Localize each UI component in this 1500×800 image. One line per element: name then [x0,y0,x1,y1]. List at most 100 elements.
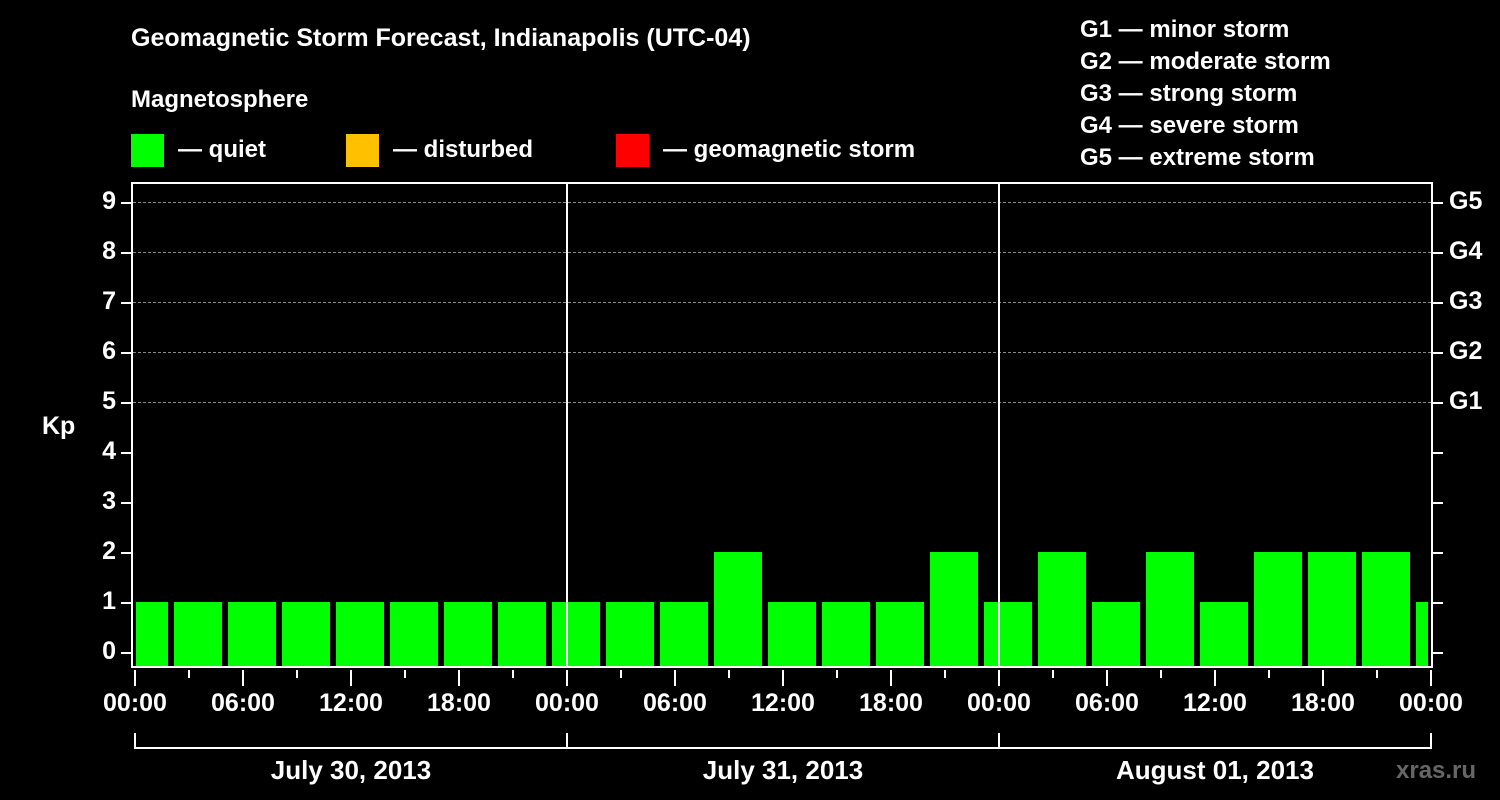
y-tick-label: 3 [102,487,116,515]
day-separator [998,182,1000,668]
x-tick [350,670,352,686]
legend-disturbed-label: — disturbed [393,136,534,163]
legend-quiet: — quiet [131,133,266,167]
y-tick-right [1433,602,1443,604]
y-axis-label: Kp [42,412,76,440]
quiet-swatch-icon [131,133,164,167]
y-tick [121,302,131,304]
x-tick [1106,670,1108,686]
kp-bar [174,602,222,667]
g-scale-g5: G5 — extreme storm [1080,144,1315,171]
x-tick [998,670,1000,686]
date-tick [134,733,136,749]
x-tick-label: 12:00 [1183,689,1247,717]
kp-bar [822,602,870,667]
x-tick [242,670,244,686]
kp-bar [606,602,654,667]
kp-bar [1362,552,1410,667]
x-tick [566,670,568,686]
disturbed-swatch-icon [346,133,379,167]
y-tick [121,552,131,554]
y-tick-label: 5 [102,387,116,415]
kp-bar [282,602,330,667]
kp-bar [1092,602,1140,667]
grid-line [133,252,1431,253]
x-tick-label: 06:00 [1075,689,1139,717]
g-scale-g2: G2 — moderate storm [1080,48,1331,75]
x-tick [404,670,406,678]
grid-line [133,202,1431,203]
x-tick-label: 18:00 [1291,689,1355,717]
y-tick [121,202,131,204]
y-tick [121,352,131,354]
x-tick [782,670,784,686]
y-tick-right [1433,502,1443,504]
g-tick-label: G1 [1449,387,1483,415]
kp-bar [876,602,924,667]
kp-bar [444,602,492,667]
y-tick-right [1433,352,1443,354]
g-scale-g4: G4 — severe storm [1080,112,1299,139]
y-tick [121,452,131,454]
x-tick [1268,670,1270,678]
x-tick [890,670,892,686]
x-tick-label: 18:00 [859,689,923,717]
x-tick-label: 00:00 [967,689,1031,717]
kp-bar [136,602,168,667]
g-scale-g1: G1 — minor storm [1080,16,1290,43]
x-tick [944,670,946,678]
g-scale-legend: G1 — minor storm G2 — moderate storm G3 … [1080,14,1331,174]
x-tick-label: 06:00 [211,689,275,717]
chart-subtitle: Magnetosphere [131,86,309,113]
grid-line [133,302,1431,303]
y-tick [121,652,131,654]
y-tick-label: 7 [102,287,116,315]
legend-quiet-label: — quiet [178,136,266,163]
x-tick-label: 18:00 [427,689,491,717]
kp-bar [228,602,276,667]
kp-bar [552,602,600,667]
y-tick-label: 6 [102,337,116,365]
x-tick [836,670,838,678]
legend-storm: — geomagnetic storm [616,133,915,167]
x-tick [512,670,514,678]
kp-bar [1416,602,1428,667]
legend-disturbed: — disturbed [346,133,533,167]
x-tick [1052,670,1054,678]
y-tick-right [1433,552,1443,554]
kp-bar [390,602,438,667]
x-tick [458,670,460,686]
y-tick-right [1433,402,1443,404]
chart-title: Geomagnetic Storm Forecast, Indianapolis… [131,24,751,52]
kp-bar [1200,602,1248,667]
y-tick-label: 9 [102,187,116,215]
date-tick [566,733,568,749]
date-bracket [134,747,1432,749]
x-tick [1376,670,1378,678]
kp-bar [660,602,708,667]
date-tick [1430,733,1432,749]
x-tick [1160,670,1162,678]
x-tick [620,670,622,678]
y-tick [121,252,131,254]
y-tick-label: 8 [102,237,116,265]
g-tick-label: G2 [1449,337,1483,365]
kp-bar [1308,552,1356,667]
x-tick [1322,670,1324,686]
date-label: August 01, 2013 [1116,755,1314,785]
day-separator [566,182,568,668]
x-tick [134,670,136,686]
date-tick [998,733,1000,749]
g-scale-g3: G3 — strong storm [1080,80,1298,107]
x-tick [674,670,676,686]
x-tick [296,670,298,678]
legend-storm-label: — geomagnetic storm [663,136,916,163]
g-tick-label: G3 [1449,287,1483,315]
kp-bar [1146,552,1194,667]
y-tick-label: 2 [102,537,116,565]
kp-bar [1038,552,1086,667]
x-tick-label: 00:00 [103,689,167,717]
grid-line [133,402,1431,403]
y-tick [121,502,131,504]
y-tick-right [1433,452,1443,454]
